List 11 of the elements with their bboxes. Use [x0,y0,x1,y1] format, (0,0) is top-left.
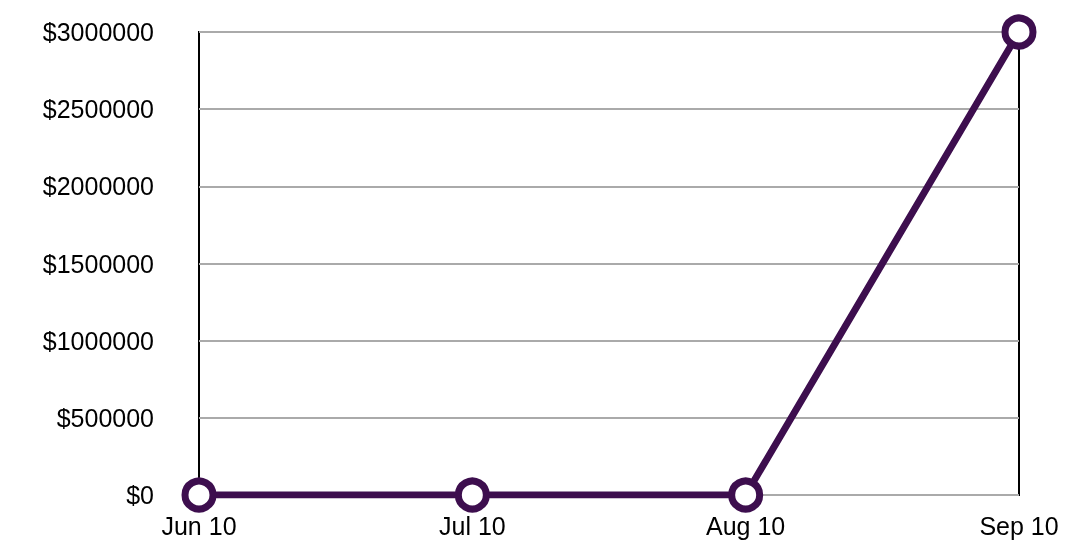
x-tick-label: Aug 10 [706,511,786,540]
y-tick-label: $0 [126,481,154,509]
y-tick-label: $500000 [56,403,154,432]
x-tick-label: Sep 10 [979,511,1059,540]
y-tick-label: $1500000 [42,249,154,278]
y-tick-label: $3000000 [42,18,154,46]
x-tick-label: Jun 10 [161,511,237,540]
y-tick-label: $2500000 [42,95,154,124]
y-tick-label: $1000000 [42,326,154,355]
y-tick-label: $2000000 [42,172,154,201]
x-tick-label: Jul 10 [438,511,506,540]
